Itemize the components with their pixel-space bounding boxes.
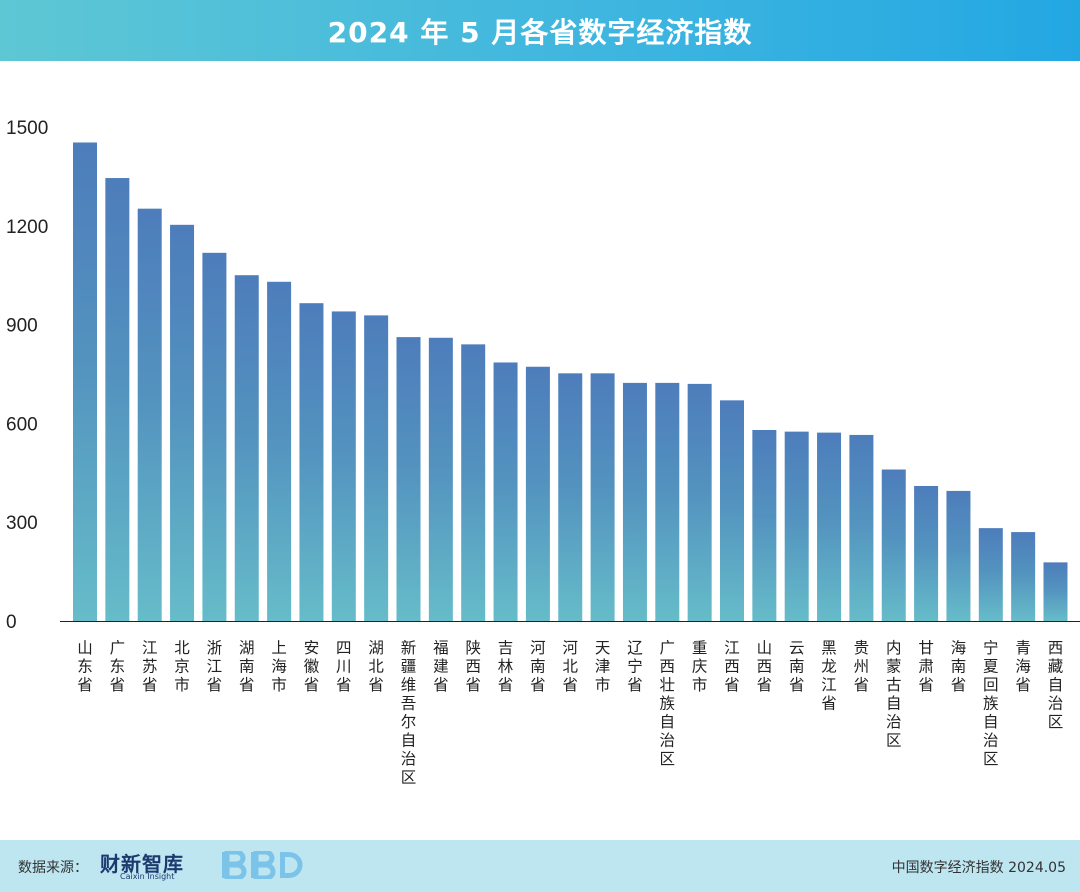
x-tick-label: 江苏省 [142, 639, 158, 694]
bar [299, 303, 324, 621]
bar [73, 142, 97, 621]
bar [267, 281, 292, 621]
caixin-logo-subtitle: Caixin Insight [120, 872, 175, 881]
bar [558, 373, 583, 621]
bar [687, 383, 712, 621]
bar [461, 344, 486, 621]
bar [849, 434, 874, 621]
x-tick-label: 陕西省 [465, 639, 481, 694]
y-tick-label: 300 [6, 513, 38, 534]
y-tick-label: 600 [6, 414, 38, 435]
bar [978, 528, 1003, 621]
x-tick-label: 重庆市 [692, 639, 708, 694]
bar [881, 469, 906, 621]
x-tick-label: 北京市 [174, 639, 190, 694]
bar [170, 224, 195, 621]
source-label: 数据来源： [18, 860, 88, 876]
x-tick-label: 内蒙古自治区 [886, 639, 902, 750]
chart-header: 2024 年 5 月各省数字经济指数 [0, 0, 1080, 61]
x-tick-label: 上海市 [271, 639, 287, 694]
x-tick-label: 山西省 [757, 639, 773, 694]
y-tick-label: 900 [6, 316, 38, 337]
bbd-logo [222, 851, 303, 879]
bar [590, 373, 615, 621]
bar-series [73, 142, 1068, 622]
x-tick-label: 山东省 [77, 639, 93, 694]
x-tick-label: 吉林省 [498, 639, 514, 694]
bar [655, 382, 680, 621]
bar [364, 315, 389, 621]
x-tick-label: 海南省 [951, 639, 967, 694]
x-tick-label: 宁夏回族自治区 [983, 639, 999, 768]
x-tick-label: 湖南省 [239, 639, 255, 694]
x-tick-label: 广西壮族自治区 [660, 639, 676, 768]
x-tick-label: 云南省 [789, 639, 805, 694]
footer-index-label: 中国数字经济指数 2024.05 [891, 860, 1066, 876]
x-tick-label: 江西省 [724, 639, 740, 694]
y-tick-label: 0 [6, 612, 17, 633]
bar [914, 485, 939, 621]
bar [817, 432, 842, 621]
bar [234, 275, 259, 621]
bar [331, 311, 356, 621]
bar [784, 431, 809, 621]
x-tick-label: 辽宁省 [627, 639, 643, 694]
x-tick-label: 新疆维吾尔自治区 [401, 639, 417, 787]
x-tick-label: 浙江省 [207, 639, 223, 694]
x-tick-label: 湖北省 [368, 639, 384, 694]
y-tick-label: 1500 [6, 118, 48, 139]
bar [428, 337, 453, 621]
bar [720, 400, 744, 621]
x-tick-label: 河北省 [562, 639, 578, 694]
chart-title: 2024 年 5 月各省数字经济指数 [327, 15, 753, 49]
y-tick-label: 1200 [6, 217, 48, 238]
footer: 数据来源： 财新智库 Caixin Insight 中国数字经济指数 2024.… [0, 840, 1080, 892]
y-axis: 0 300 600 900 1200 1500 [6, 118, 48, 633]
x-tick-label: 西藏自治区 [1048, 639, 1064, 731]
x-tick-label: 河南省 [530, 639, 546, 694]
bar [622, 382, 647, 621]
x-tick-label: 广东省 [110, 639, 126, 694]
bar [752, 429, 777, 621]
x-tick-label: 贵州省 [854, 639, 870, 694]
caixin-insight-logo: 财新智库 Caixin Insight [100, 848, 210, 884]
bar [493, 362, 518, 621]
x-tick-label: 四川省 [336, 639, 352, 694]
bar [396, 337, 421, 621]
bar [1043, 562, 1068, 621]
caixin-logo-text: 财新智库 [100, 852, 184, 876]
bar [137, 208, 162, 622]
x-tick-label: 福建省 [433, 639, 449, 694]
bar [946, 490, 971, 621]
bar [202, 252, 227, 621]
bar [525, 366, 550, 621]
x-tick-label: 黑龙江省 [821, 639, 837, 713]
x-tick-label: 安徽省 [304, 639, 320, 694]
x-tick-label: 青海省 [1015, 639, 1031, 694]
bar [1011, 532, 1036, 621]
x-tick-label: 甘肃省 [918, 639, 934, 694]
bar [105, 178, 130, 622]
x-tick-label: 天津市 [595, 639, 611, 694]
